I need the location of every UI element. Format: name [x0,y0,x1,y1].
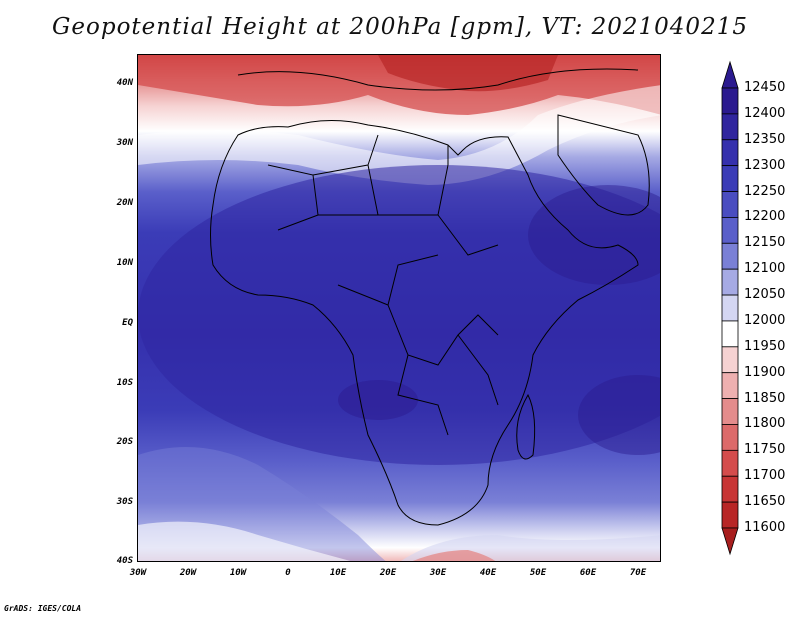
chart-title: Geopotential Height at 200hPa [gpm], VT:… [52,14,748,40]
colorbar-level-label: 12050 [744,287,786,303]
colorbar-swatch [721,424,739,451]
colorbar-swatch [721,242,739,270]
colorbar-level-label: 11600 [744,520,786,535]
lat-label-10s: 10S [116,378,133,388]
colorbar-level-label: 12200 [744,209,786,225]
lat-label-40n: 40N [116,78,133,88]
colorbar-level-label: 12300 [744,157,786,173]
lat-label-40s: 40S [116,556,133,566]
lat-label-10n: 10N [116,258,133,268]
credit-text: GrADS: IGES/COLA [4,604,82,613]
colorbar-level-label: 11650 [744,494,786,510]
colorbar-swatch [721,191,739,218]
lat-label-30n: 30N [116,138,133,148]
height-field-map [138,55,660,561]
lon-label-30e: 30E [429,568,447,578]
colorbar-level-label: 12150 [744,235,786,251]
lon-label-10e: 10E [329,568,347,578]
colorbar-level-label: 12400 [744,105,786,121]
coastlines [210,68,650,526]
lat-label-30s: 30S [116,497,133,507]
lon-label-60e: 60E [579,568,597,578]
colorbar-swatch [721,501,739,529]
lon-label-70e: 70E [629,568,647,578]
lon-label-30w: 30W [129,568,147,578]
colorbar-level-label: 11950 [744,338,786,354]
colorbar-swatch [721,320,739,348]
colorbar-level-label: 12250 [744,183,786,199]
colorbar-top-arrow [721,60,739,89]
lat-label-20n: 20N [116,198,133,208]
colorbar-level-label: 12350 [744,131,786,147]
lon-label-20e: 20E [379,568,397,578]
lon-label-40e: 40E [479,568,497,578]
colorbar-swatch [721,113,739,141]
lon-label-10w: 10W [229,568,247,578]
colorbar-bottom-arrow [721,527,739,556]
colorbar-level-label: 11700 [744,468,786,484]
colorbar-level-label: 11800 [744,416,786,432]
colorbar-level-label: 11750 [744,442,786,458]
colorbar-level-label: 12000 [744,312,786,328]
lat-label-20s: 20S [116,437,133,447]
lat-label-eq: EQ [122,318,133,328]
colorbar-swatch [721,346,739,374]
colorbar-swatch [721,165,739,192]
colorbar-swatch [721,268,739,296]
map-panel [137,54,661,562]
colorbar-swatch [721,475,739,503]
colorbar-swatch [721,294,739,322]
colorbar-level-label: 12450 [744,80,786,95]
colorbar-level-label: 12100 [744,261,786,277]
lon-label-20w: 20W [179,568,197,578]
lon-label-50e: 50E [529,568,547,578]
colorbar-swatch [721,372,739,399]
colorbar-swatch [721,217,739,244]
colorbar-level-label: 11900 [744,364,786,380]
colorbar-swatch [721,449,739,477]
lon-label-0: 0 [285,568,291,578]
colorbar-swatch [721,139,739,167]
colorbar-swatch [721,87,739,115]
colorbar-level-label: 11850 [744,390,786,406]
colorbar-swatch [721,398,739,425]
